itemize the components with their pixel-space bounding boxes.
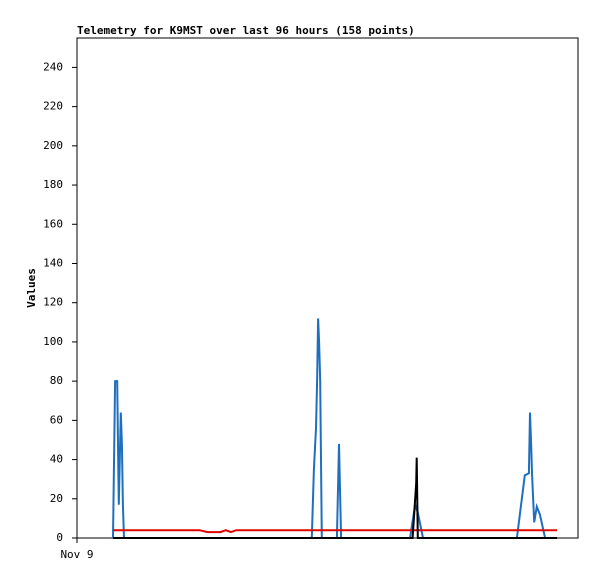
y-tick-label: 0 [56, 531, 63, 544]
y-axis-label: Values [25, 268, 38, 308]
y-tick-label: 180 [43, 178, 63, 191]
y-tick-label: 140 [43, 256, 63, 269]
y-tick-label: 100 [43, 335, 63, 348]
y-tick-label: 40 [50, 453, 63, 466]
chart-title: Telemetry for K9MST over last 96 hours (… [77, 24, 415, 37]
series-line [113, 529, 558, 534]
y-tick-label: 120 [43, 296, 63, 309]
plot-frame [76, 37, 579, 539]
y-tick-label: 20 [50, 492, 63, 505]
y-tick-label: 240 [43, 60, 63, 73]
y-tick-label: 80 [50, 374, 63, 387]
y-tick-label: 220 [43, 100, 63, 113]
x-tick-label: Nov 9 [60, 548, 93, 561]
y-tick-label: 60 [50, 413, 63, 426]
y-tick-label: 200 [43, 139, 63, 152]
y-tick-label: 160 [43, 217, 63, 230]
series-line [112, 318, 547, 539]
series-line [113, 457, 558, 539]
